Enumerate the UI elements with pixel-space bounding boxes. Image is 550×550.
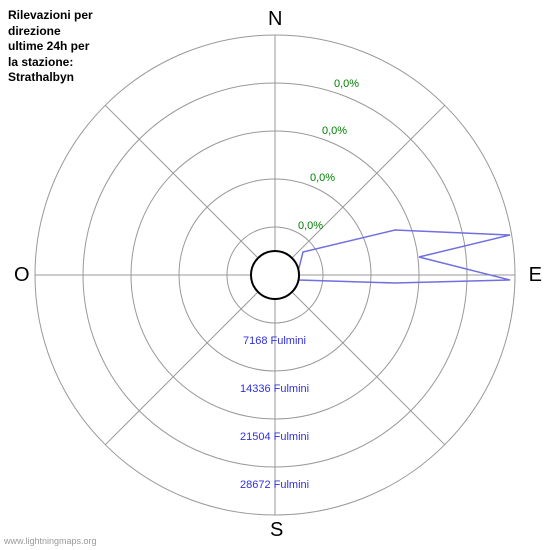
ring-top-4: 0,0%: [334, 78, 359, 90]
ring-bot-2: 14336 Fulmini: [240, 383, 309, 395]
ring-bot-3: 21504 Fulmini: [240, 431, 309, 443]
ring-bot-4: 28672 Fulmini: [240, 479, 309, 491]
ring-top-3: 0,0%: [322, 125, 347, 137]
compass-n: N: [268, 8, 282, 31]
chart-title: Rilevazioni per direzione ultime 24h per…: [8, 8, 93, 86]
ring-top-2: 0,0%: [310, 172, 335, 184]
ring-bot-1: 7168 Fulmini: [243, 335, 306, 347]
compass-e: E: [529, 264, 542, 287]
ring-top-1: 0,0%: [298, 220, 323, 232]
compass-s: S: [270, 519, 283, 542]
compass-w: O: [14, 264, 30, 287]
footer-link: www.lightningmaps.org: [4, 536, 97, 546]
center-circle: [251, 251, 299, 299]
